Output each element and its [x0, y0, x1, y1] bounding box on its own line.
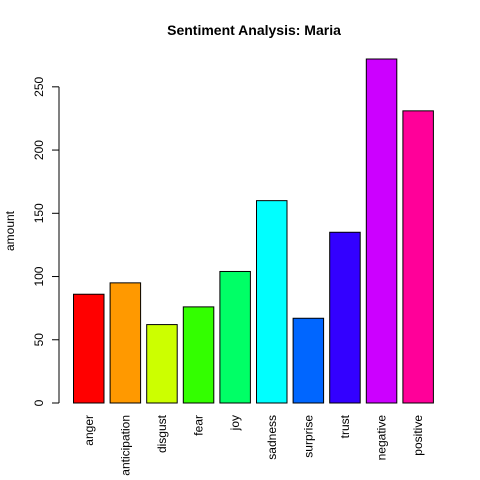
bar-negative [365, 58, 398, 404]
x-tick-label-sadness: sadness [265, 415, 279, 460]
x-tick-label-surprise: surprise [301, 415, 315, 458]
y-axis: 0 50 100 150 200 250 [32, 76, 60, 406]
chart-title: Sentiment Analysis: Maria [167, 22, 341, 38]
y-tick-label: 200 [32, 140, 46, 160]
x-tick-label-joy: joy [228, 415, 242, 431]
y-tick-label: 0 [32, 399, 46, 406]
x-tick-label-fear: fear [192, 415, 206, 436]
y-tick-label: 150 [32, 203, 46, 223]
bar-sadness [256, 200, 288, 404]
bar-surprise [292, 317, 325, 404]
x-tick-label-anger: anger [82, 415, 96, 446]
bar-positive [402, 110, 434, 404]
x-tick-label-positive: positive [411, 415, 425, 456]
bar-fear [182, 306, 215, 404]
y-axis-title: amount [3, 210, 17, 251]
bar-trust [329, 231, 361, 404]
x-tick-labels: anger anticipation disgust fear joy sadness su… [82, 414, 425, 475]
bar-disgust [146, 324, 178, 404]
x-tick-label-negative: negative [375, 415, 389, 461]
y-tick-label: 100 [32, 266, 46, 286]
bar-anticipation [109, 282, 142, 404]
y-tick-label: 250 [32, 76, 46, 96]
x-tick-label-anticipation: anticipation [118, 415, 132, 476]
x-tick-label-trust: trust [338, 414, 352, 438]
x-tick-label-disgust: disgust [155, 414, 169, 453]
bar-anger [73, 293, 105, 404]
bars-group [73, 58, 434, 404]
bar-joy [219, 270, 251, 404]
y-tick-label: 50 [32, 333, 46, 347]
